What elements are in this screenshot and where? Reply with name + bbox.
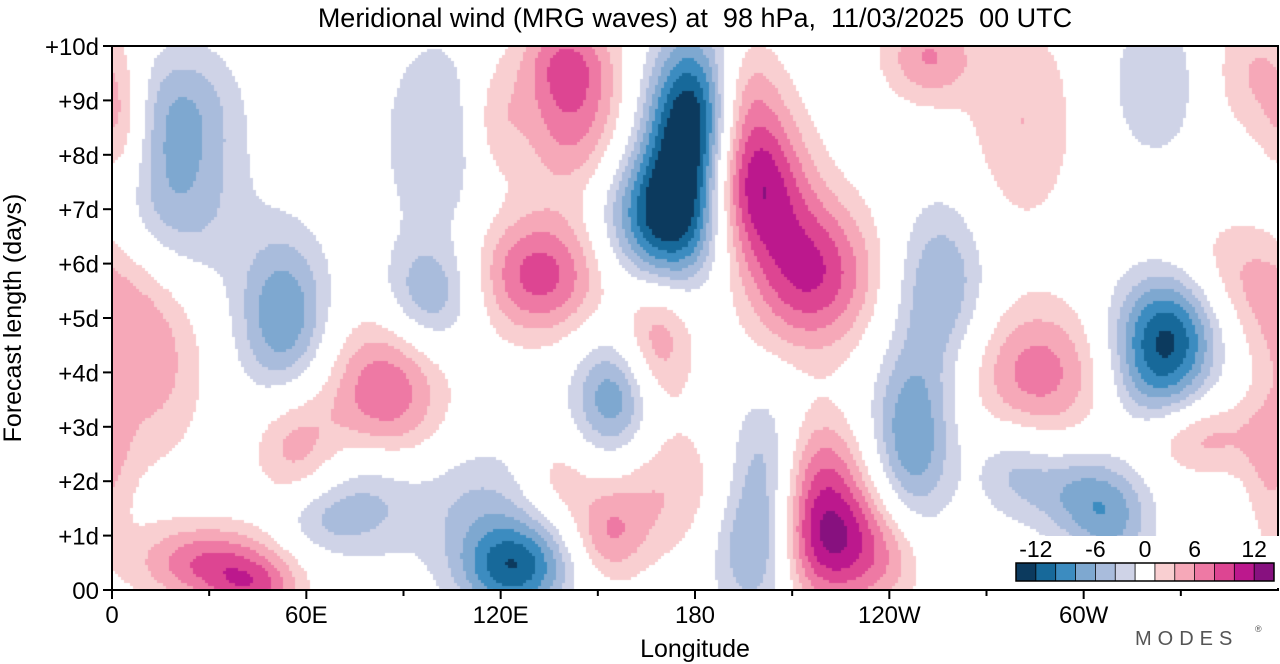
y-tick-label: +1d: [58, 524, 99, 551]
colorbar-swatch: [1115, 563, 1136, 581]
y-axis: 00 +1d +2d +3d +4d +5d +6d +7d +8d +9d +10d: [45, 34, 112, 605]
modes-logo: MODES: [1135, 628, 1238, 650]
x-tick-label: 60W: [1059, 602, 1109, 629]
colorbar-label: -12: [1019, 536, 1052, 562]
x-tick-label: 120W: [858, 602, 921, 629]
colorbar-swatch: [1254, 563, 1275, 581]
x-axis: 0 60E 120E 180 120W 60W: [105, 590, 1182, 629]
y-tick-label: +4d: [58, 360, 99, 387]
wind-field: [112, 46, 1278, 590]
colorbar-label: -6: [1085, 536, 1105, 562]
colorbar-swatch: [1075, 563, 1096, 581]
colorbar-label: 12: [1241, 536, 1267, 562]
registered-mark: ®: [1255, 624, 1262, 634]
colorbar-swatch: [1174, 563, 1196, 581]
colorbar-swatch: [1016, 563, 1037, 581]
y-tick-label: +2d: [58, 469, 99, 496]
y-tick-label: +7d: [58, 197, 99, 224]
colorbar-swatch: [1194, 563, 1215, 581]
y-tick-label: +8d: [58, 143, 99, 170]
y-tick-label: +3d: [58, 415, 99, 442]
colorbar-swatch: [1154, 563, 1176, 581]
colorbar-swatch: [1055, 563, 1077, 581]
colorbar-label: 6: [1188, 536, 1201, 562]
chart-title: Meridional wind (MRG waves) at 98 hPa, 1…: [318, 3, 1072, 33]
y-axis-label: Forecast length (days): [0, 194, 27, 443]
x-tick-label: 120E: [473, 602, 529, 629]
y-tick-label: +9d: [58, 88, 99, 115]
x-axis-label: Longitude: [640, 635, 750, 663]
y-tick-label: +5d: [58, 306, 99, 333]
colorbar-swatch: [1035, 563, 1057, 581]
colorbar-label: 0: [1139, 536, 1152, 562]
y-tick-label: 00: [72, 578, 99, 605]
y-tick-label: +10d: [45, 34, 99, 61]
colorbar-swatch: [1214, 563, 1235, 581]
colorbar-swatch: [1095, 563, 1116, 581]
x-tick-label: 0: [105, 602, 118, 629]
colorbar: -12 -6 0 6 12: [1010, 536, 1280, 588]
colorbar-frame: [1015, 562, 1275, 582]
colorbar-swatch: [1135, 563, 1156, 581]
colorbar-swatch: [1234, 563, 1255, 581]
x-tick-label: 180: [675, 602, 715, 629]
x-tick-label: 60E: [285, 602, 328, 629]
y-tick-label: +6d: [58, 252, 99, 279]
wind-field-image: [112, 46, 1278, 590]
